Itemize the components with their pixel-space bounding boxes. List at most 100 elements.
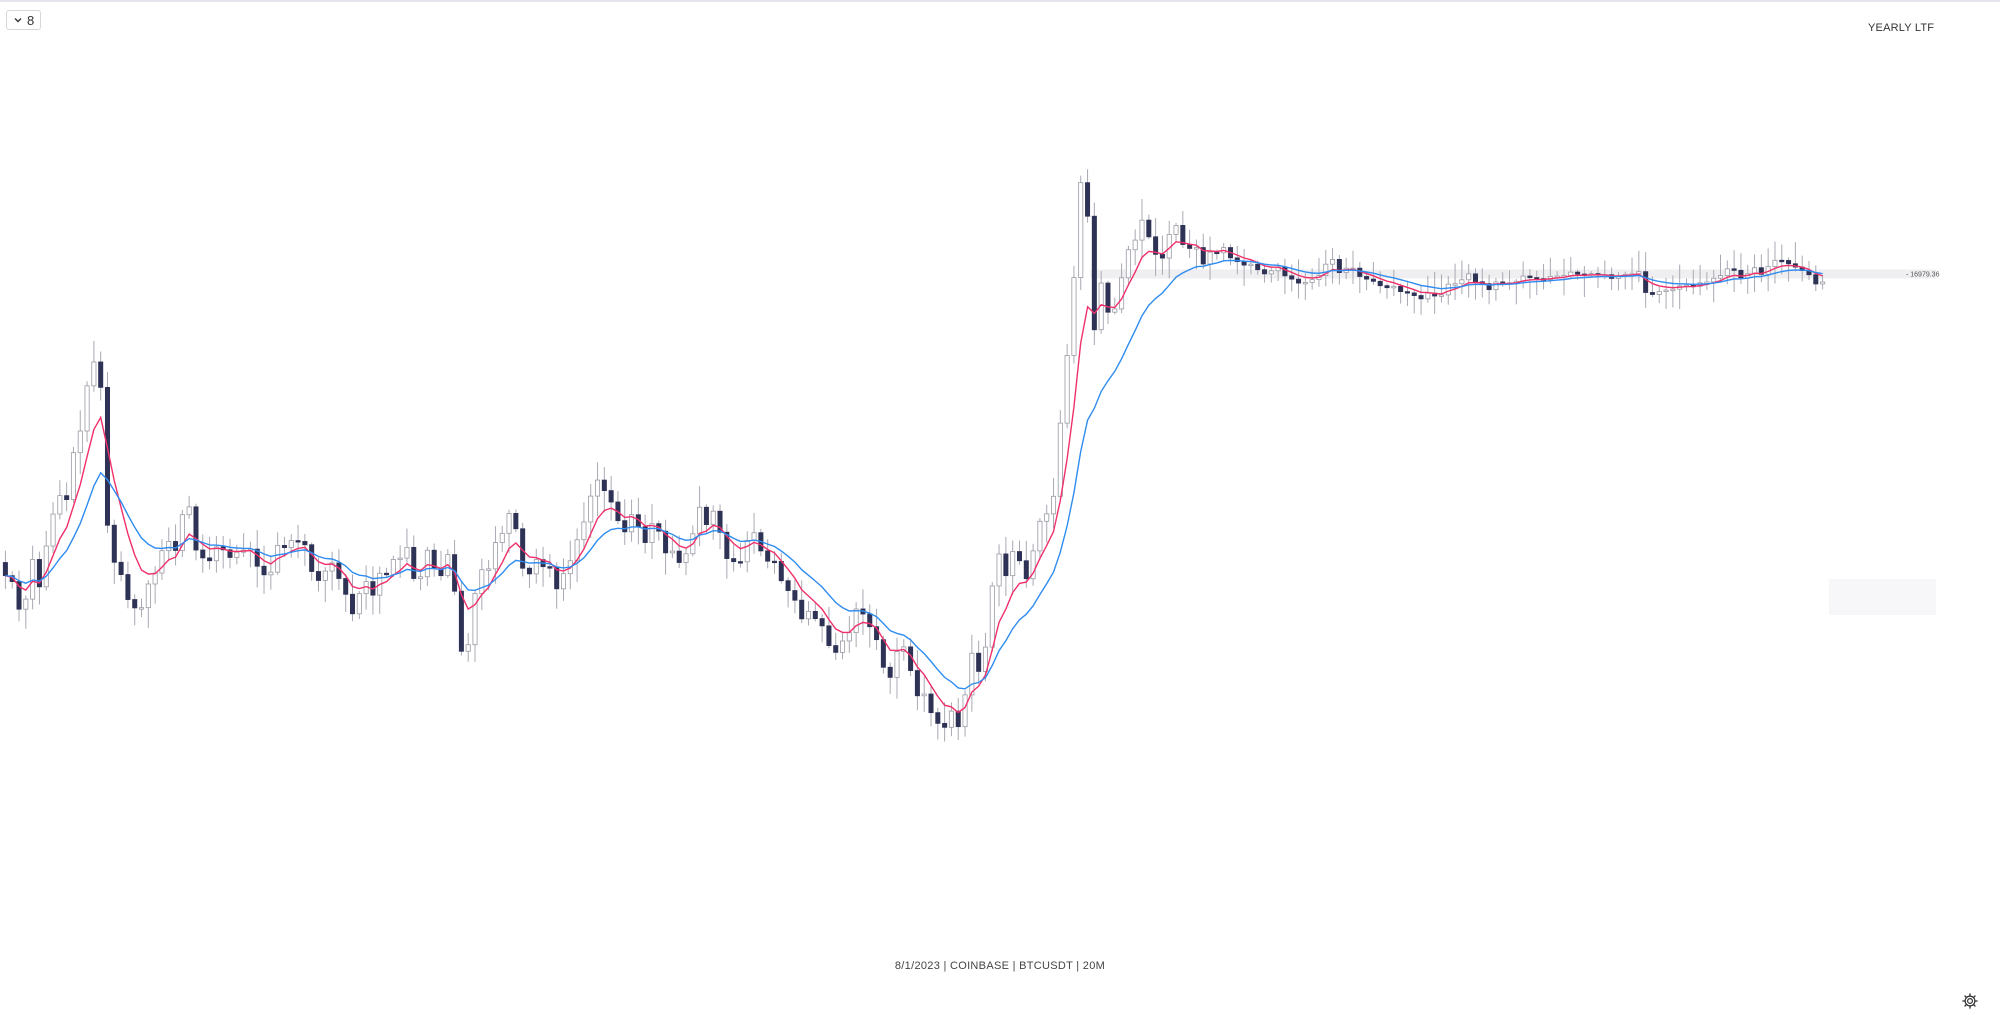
candle-up <box>1466 273 1472 281</box>
candle-down <box>227 549 233 558</box>
candle-down <box>132 599 138 609</box>
candle-up <box>751 532 757 541</box>
candle-down <box>608 490 614 503</box>
candle-up <box>588 495 594 523</box>
candle-down <box>771 560 777 564</box>
candle-up <box>329 562 335 572</box>
candle-down <box>1731 268 1737 271</box>
candle-down <box>118 561 124 575</box>
candle-down <box>717 510 723 533</box>
candle-up <box>1044 513 1050 522</box>
candle-down <box>1377 280 1383 287</box>
price-level-label: - 16979.36 <box>1906 272 1940 279</box>
candle-up <box>1820 281 1826 285</box>
candle-up <box>397 557 403 561</box>
candle-down <box>411 546 417 579</box>
candle-down <box>547 566 553 569</box>
candle-up <box>1656 291 1662 295</box>
candle-up <box>268 571 274 576</box>
candle-down <box>1023 560 1029 580</box>
candle-up <box>1207 251 1213 265</box>
candle-down <box>1085 182 1091 217</box>
candle-up <box>30 559 36 600</box>
candle-up <box>894 651 900 678</box>
candle-up <box>84 385 90 432</box>
candle-down <box>1779 259 1785 263</box>
candle-up <box>1132 239 1138 251</box>
candle-down <box>1649 292 1655 295</box>
candle-down <box>281 545 287 549</box>
candle-up <box>1670 288 1676 292</box>
candle-down <box>676 550 682 563</box>
price-level-line: - 16979.36 <box>1090 269 1940 279</box>
candle-up <box>1057 422 1063 497</box>
candle-up <box>1711 277 1717 283</box>
candle-down <box>778 561 784 582</box>
candle-down <box>16 581 22 610</box>
candle-up <box>139 607 145 610</box>
candle-up <box>962 694 968 728</box>
candle-down <box>1364 276 1370 280</box>
candle-down <box>1289 275 1295 280</box>
candle-down <box>458 590 464 652</box>
candle-up <box>424 549 430 578</box>
candle-down <box>622 520 628 533</box>
candle-up <box>1030 550 1036 580</box>
candle-down <box>1418 295 1424 300</box>
candle-down <box>731 558 737 563</box>
candle-down <box>1003 553 1009 577</box>
candle-up <box>846 632 852 642</box>
candle-up <box>1459 279 1465 285</box>
candle-down <box>826 625 832 646</box>
candle-down <box>309 544 315 572</box>
candle-up <box>533 559 539 575</box>
candle-up <box>853 608 859 634</box>
candle-down <box>1159 253 1165 259</box>
candle-up <box>1193 247 1199 250</box>
candle-up <box>840 640 846 653</box>
candle-down <box>1398 285 1404 293</box>
candle-down <box>935 712 941 724</box>
candle-down <box>1146 219 1152 238</box>
candle-up <box>145 583 151 609</box>
candle-down <box>526 567 532 575</box>
candle-down <box>1180 225 1186 245</box>
candle-down <box>1282 266 1288 277</box>
candle-up <box>390 559 396 575</box>
candle-up <box>1391 285 1397 289</box>
candle-up <box>465 644 471 652</box>
candle-down <box>295 540 301 543</box>
indicator-collapse-button[interactable]: 8 <box>6 10 42 30</box>
candle-down <box>1296 278 1302 284</box>
candle-up <box>1445 283 1451 296</box>
candle-down <box>928 693 934 714</box>
candle-down <box>1384 285 1390 289</box>
candle-wicks <box>4 169 1824 742</box>
candle-up <box>186 506 192 516</box>
candle-up <box>1248 263 1254 267</box>
candle-up <box>1051 495 1057 515</box>
candle-down <box>914 670 920 697</box>
candle-down <box>812 610 818 620</box>
candle-up <box>506 513 512 534</box>
candle-up <box>948 710 954 728</box>
candle-down <box>833 645 839 653</box>
gear-icon[interactable] <box>1961 992 1979 1010</box>
candle-up <box>1309 279 1315 283</box>
candle-down <box>785 580 791 591</box>
candle-down <box>513 513 519 530</box>
candle-up <box>213 546 219 562</box>
candle-up <box>1323 263 1329 277</box>
candle-up <box>1173 225 1179 235</box>
candle-up <box>629 514 635 533</box>
candle-up <box>492 542 498 570</box>
candle-up <box>989 585 995 648</box>
candle-down <box>302 541 308 546</box>
candle-down <box>1336 258 1342 273</box>
yearly-ltf-label: YEARLY LTF <box>1868 22 1935 34</box>
candle-down <box>1214 251 1220 255</box>
candle-up <box>1717 275 1724 279</box>
candle-down <box>1255 263 1261 271</box>
chart-info-label: 8/1/2023 | COINBASE | BTCUSDT | 20M <box>894 960 1106 972</box>
